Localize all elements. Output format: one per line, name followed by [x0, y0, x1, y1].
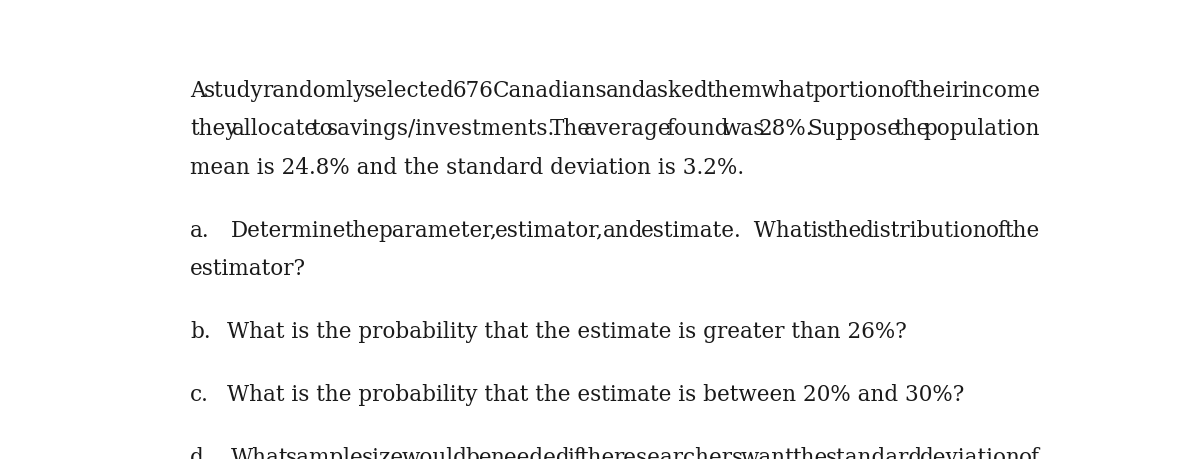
Text: be: be — [466, 446, 492, 459]
Text: would: would — [402, 446, 468, 459]
Text: if: if — [568, 446, 582, 459]
Text: estimate.: estimate. — [641, 219, 742, 241]
Text: mean is 24.8% and the standard deviation is 3.2%.: mean is 24.8% and the standard deviation… — [190, 156, 744, 178]
Text: researchers: researchers — [613, 446, 743, 459]
Text: and: and — [602, 219, 643, 241]
Text: parameter,: parameter, — [378, 219, 497, 241]
Text: needed: needed — [490, 446, 569, 459]
Text: What is the probability that the estimate is between 20% and 30%?: What is the probability that the estimat… — [227, 383, 965, 405]
Text: of: of — [1019, 446, 1040, 459]
Text: the: the — [1004, 219, 1040, 241]
Text: what: what — [761, 80, 815, 102]
Text: asked: asked — [644, 80, 708, 102]
Text: distribution: distribution — [859, 219, 988, 241]
Text: c.: c. — [190, 383, 209, 405]
Text: their: their — [910, 80, 962, 102]
Text: want: want — [740, 446, 794, 459]
Text: d.: d. — [190, 446, 210, 459]
Text: the: the — [792, 446, 828, 459]
Text: deviation: deviation — [920, 446, 1021, 459]
Text: the: the — [580, 446, 616, 459]
Text: found: found — [666, 118, 728, 140]
Text: sample: sample — [287, 446, 364, 459]
Text: estimator,: estimator, — [496, 219, 604, 241]
Text: Canadians: Canadians — [492, 80, 607, 102]
Text: was: was — [722, 118, 764, 140]
Text: The: The — [550, 118, 590, 140]
Text: average: average — [584, 118, 672, 140]
Text: allocate: allocate — [232, 118, 318, 140]
Text: portion: portion — [812, 80, 893, 102]
Text: of: of — [890, 80, 912, 102]
Text: population: population — [924, 118, 1040, 140]
Text: income: income — [961, 80, 1040, 102]
Text: of: of — [985, 219, 1007, 241]
Text: 676: 676 — [454, 80, 494, 102]
Text: 28%.: 28%. — [758, 118, 814, 140]
Text: savings/investments.: savings/investments. — [328, 118, 556, 140]
Text: Suppose: Suppose — [808, 118, 900, 140]
Text: randomly: randomly — [262, 80, 365, 102]
Text: the: the — [344, 219, 380, 241]
Text: Determine: Determine — [230, 219, 347, 241]
Text: b.: b. — [190, 320, 211, 342]
Text: A: A — [190, 80, 205, 102]
Text: study: study — [204, 80, 264, 102]
Text: a.: a. — [190, 219, 210, 241]
Text: What: What — [230, 446, 288, 459]
Text: estimator?: estimator? — [190, 257, 306, 279]
Text: them: them — [707, 80, 762, 102]
Text: What: What — [740, 219, 811, 241]
Text: the: the — [894, 118, 930, 140]
Text: is: is — [810, 219, 828, 241]
Text: standard: standard — [826, 446, 923, 459]
Text: to: to — [312, 118, 334, 140]
Text: size: size — [361, 446, 404, 459]
Text: and: and — [606, 80, 646, 102]
Text: the: the — [826, 219, 862, 241]
Text: selected: selected — [364, 80, 455, 102]
Text: What is the probability that the estimate is greater than 26%?: What is the probability that the estimat… — [227, 320, 907, 342]
Text: they: they — [190, 118, 238, 140]
